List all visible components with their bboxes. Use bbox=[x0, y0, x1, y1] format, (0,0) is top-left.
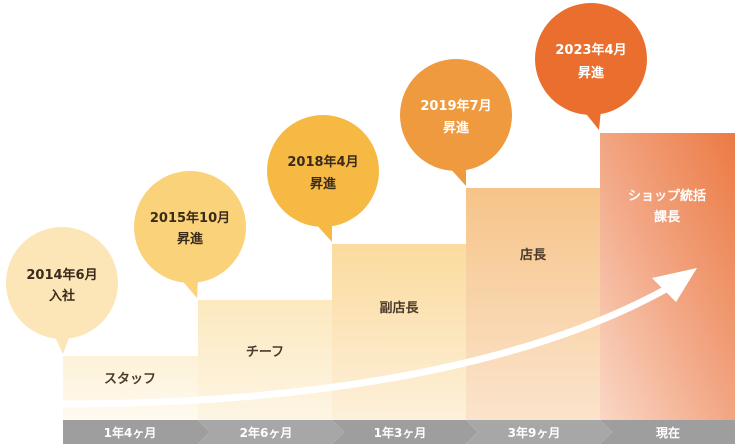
duration-1: 1年4ヶ月 bbox=[104, 425, 157, 440]
duration-2: 2年6ヶ月 bbox=[240, 425, 293, 440]
duration-5: 現在 bbox=[656, 425, 680, 440]
step-1-bar bbox=[63, 356, 198, 420]
milestone-3-event: 昇進 bbox=[310, 176, 336, 192]
step-3-label: 副店長 bbox=[379, 300, 419, 316]
milestone-1-date: 2014年6月 bbox=[26, 267, 97, 283]
milestone-1-event: 入社 bbox=[49, 288, 75, 304]
milestone-bubble-4: 2019年7月 昇進 bbox=[400, 59, 512, 186]
timeline-segment-4 bbox=[466, 420, 612, 444]
milestone-5-date: 2023年4月 bbox=[555, 42, 626, 58]
milestone-bubble-1: 2014年6月 入社 bbox=[6, 227, 118, 354]
duration-3: 1年3ヶ月 bbox=[374, 425, 427, 440]
timeline-segment-5 bbox=[600, 420, 735, 444]
milestone-bubble-3: 2018年4月 昇進 bbox=[267, 115, 379, 242]
milestone-5-event: 昇進 bbox=[578, 65, 604, 81]
milestone-2-date: 2015年10月 bbox=[150, 210, 230, 226]
step-4-bar bbox=[466, 188, 600, 420]
step-5-label-line2: 課長 bbox=[654, 209, 681, 225]
timeline-segment-3 bbox=[332, 420, 478, 444]
milestone-4-event: 昇進 bbox=[443, 120, 469, 136]
step-5-label-line1: ショップ統括 bbox=[628, 188, 706, 204]
timeline-segment-2 bbox=[198, 420, 344, 444]
milestone-bubble-5: 2023年4月 昇進 bbox=[535, 3, 647, 130]
step-2-label: チーフ bbox=[246, 345, 284, 360]
milestone-bubble-2: 2015年10月 昇進 bbox=[134, 171, 246, 298]
duration-4: 3年9ヶ月 bbox=[508, 425, 561, 440]
milestone-2-event: 昇進 bbox=[177, 231, 203, 247]
milestone-4-date: 2019年7月 bbox=[420, 98, 491, 114]
step-3-bar bbox=[332, 244, 466, 420]
timeline-bar bbox=[63, 420, 735, 444]
step-4-label: 店長 bbox=[520, 247, 547, 263]
milestone-3-date: 2018年4月 bbox=[287, 154, 358, 170]
step-1-label: スタッフ bbox=[104, 372, 156, 387]
timeline-segment-1 bbox=[63, 420, 210, 444]
growth-arrow-icon bbox=[59, 268, 697, 408]
